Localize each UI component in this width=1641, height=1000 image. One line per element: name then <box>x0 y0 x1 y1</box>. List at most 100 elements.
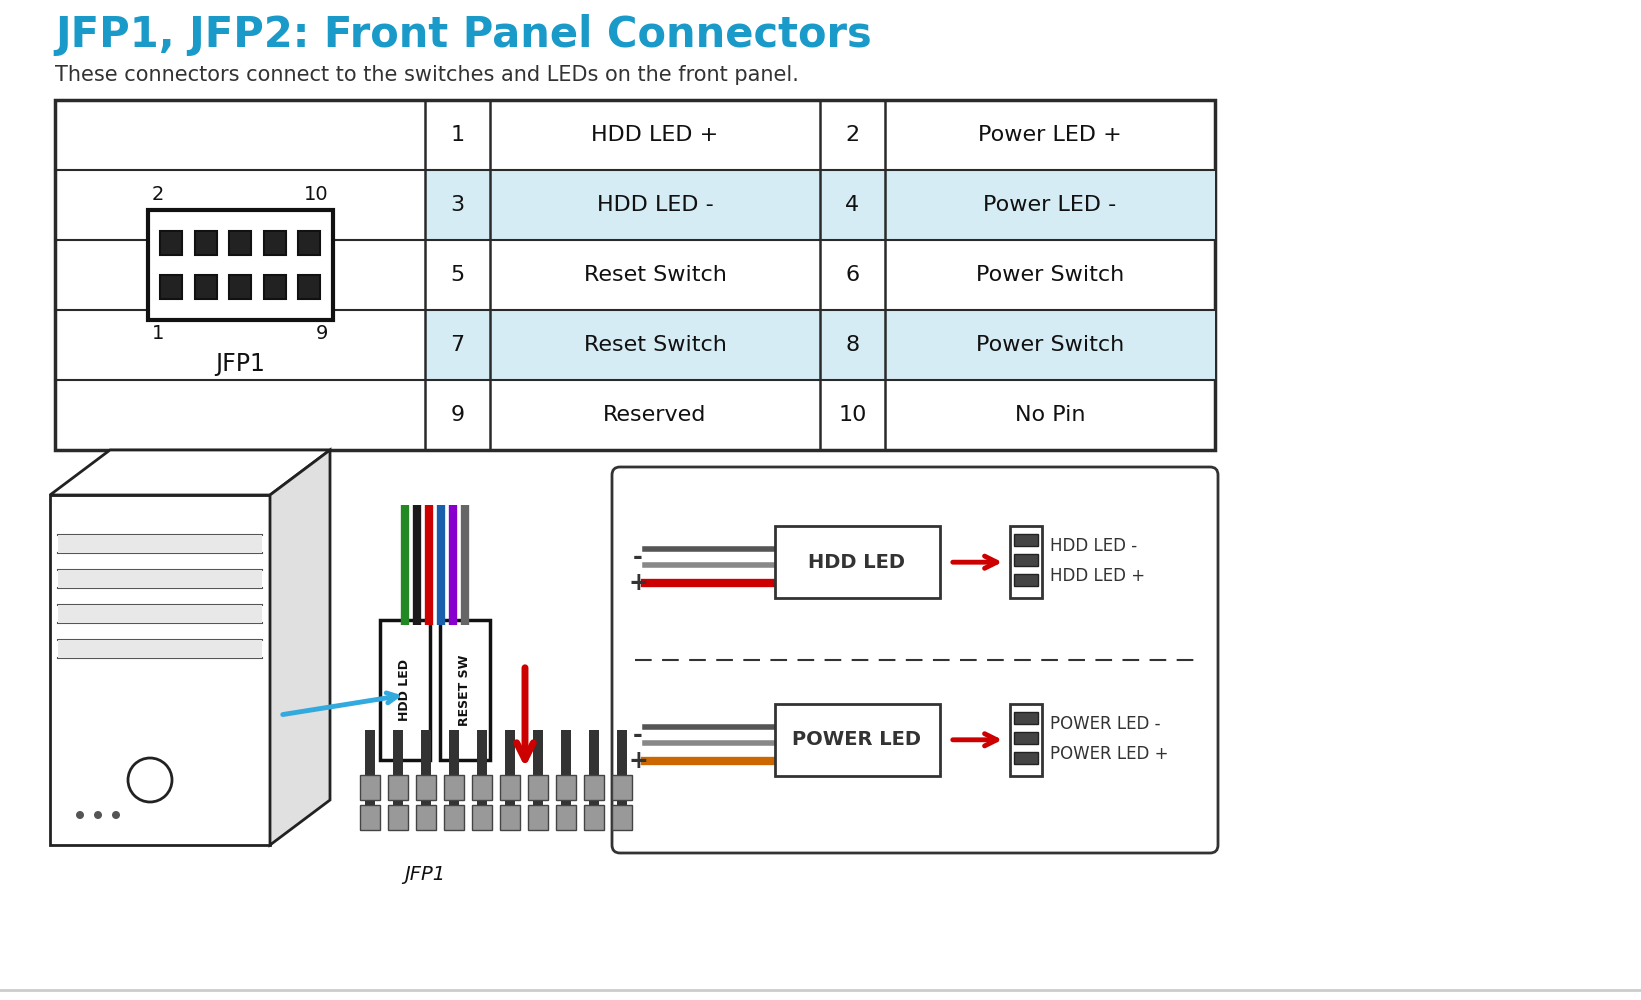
Bar <box>195 231 217 255</box>
Bar <box>161 275 182 299</box>
Bar <box>612 775 632 800</box>
Text: +: + <box>629 571 648 595</box>
Text: POWER LED +: POWER LED + <box>1050 745 1168 763</box>
Circle shape <box>94 811 102 819</box>
Bar <box>473 775 492 800</box>
Bar <box>612 805 632 830</box>
Text: 2: 2 <box>845 125 860 145</box>
Bar <box>1014 712 1039 724</box>
Bar <box>1009 704 1042 776</box>
Text: 10: 10 <box>304 185 328 204</box>
Bar <box>501 775 520 800</box>
Polygon shape <box>271 450 330 845</box>
Bar <box>589 730 599 780</box>
Bar <box>392 730 404 780</box>
Polygon shape <box>49 495 271 845</box>
Bar <box>450 760 459 810</box>
Bar <box>584 805 604 830</box>
Bar <box>528 805 548 830</box>
Polygon shape <box>49 450 330 495</box>
Text: 5: 5 <box>450 265 464 285</box>
Text: JFP1: JFP1 <box>404 865 446 884</box>
Bar <box>561 730 571 780</box>
Bar <box>56 100 1214 450</box>
Bar <box>533 760 543 810</box>
Text: POWER LED: POWER LED <box>793 730 922 749</box>
Bar <box>359 805 381 830</box>
FancyBboxPatch shape <box>612 467 1218 853</box>
Bar <box>491 170 820 240</box>
Bar <box>505 730 515 780</box>
Bar <box>57 535 263 553</box>
Text: 3: 3 <box>450 195 464 215</box>
Bar <box>445 775 464 800</box>
Bar <box>561 760 571 810</box>
Text: Power Switch: Power Switch <box>976 265 1124 285</box>
Bar <box>57 570 263 588</box>
Bar <box>533 730 543 780</box>
Bar <box>589 760 599 810</box>
Text: 9: 9 <box>317 324 328 343</box>
Bar <box>884 310 1214 380</box>
Bar <box>478 730 487 780</box>
Bar <box>556 805 576 830</box>
Text: HDD LED: HDD LED <box>809 553 906 572</box>
Text: 4: 4 <box>845 195 860 215</box>
Text: Power Switch: Power Switch <box>976 335 1124 355</box>
Text: 1: 1 <box>450 125 464 145</box>
Text: 6: 6 <box>845 265 860 285</box>
Text: 7: 7 <box>450 335 464 355</box>
Text: Reset Switch: Reset Switch <box>584 335 727 355</box>
Circle shape <box>112 811 120 819</box>
Text: +: + <box>629 749 648 773</box>
Bar <box>473 805 492 830</box>
Text: HDD LED -: HDD LED - <box>597 195 714 215</box>
Text: JFP1: JFP1 <box>215 352 264 376</box>
Bar <box>148 210 333 320</box>
Bar <box>230 275 251 299</box>
Bar <box>505 760 515 810</box>
Text: These connectors connect to the switches and LEDs on the front panel.: These connectors connect to the switches… <box>56 65 799 85</box>
Text: HDD LED +: HDD LED + <box>1050 567 1145 585</box>
Bar <box>381 620 430 760</box>
Bar <box>1009 526 1042 598</box>
Text: HDD LED -: HDD LED - <box>1050 537 1137 555</box>
Bar <box>556 775 576 800</box>
Bar <box>364 730 376 780</box>
Text: HDD LED: HDD LED <box>399 659 412 721</box>
Text: 2: 2 <box>151 185 164 204</box>
Text: 9: 9 <box>450 405 464 425</box>
Bar <box>425 170 491 240</box>
Bar <box>775 526 940 598</box>
Bar <box>820 310 884 380</box>
Bar <box>364 760 376 810</box>
Text: Reset Switch: Reset Switch <box>584 265 727 285</box>
Bar <box>478 760 487 810</box>
Bar <box>230 231 251 255</box>
Text: Power LED +: Power LED + <box>978 125 1122 145</box>
Text: Reserved: Reserved <box>604 405 707 425</box>
Bar <box>528 775 548 800</box>
Bar <box>264 231 286 255</box>
Bar <box>445 805 464 830</box>
Bar <box>387 805 409 830</box>
Bar <box>884 170 1214 240</box>
Bar <box>57 605 263 623</box>
Bar <box>617 760 627 810</box>
Bar <box>422 730 432 780</box>
Text: -: - <box>633 545 643 569</box>
Bar <box>501 805 520 830</box>
Bar <box>387 775 409 800</box>
Bar <box>392 760 404 810</box>
Bar <box>264 275 286 299</box>
Bar <box>820 170 884 240</box>
Bar <box>422 760 432 810</box>
Circle shape <box>75 811 84 819</box>
Bar <box>584 775 604 800</box>
Bar <box>617 730 627 780</box>
Bar <box>57 640 263 658</box>
Bar <box>1014 752 1039 764</box>
Bar <box>425 310 491 380</box>
Bar <box>195 275 217 299</box>
Bar <box>359 775 381 800</box>
